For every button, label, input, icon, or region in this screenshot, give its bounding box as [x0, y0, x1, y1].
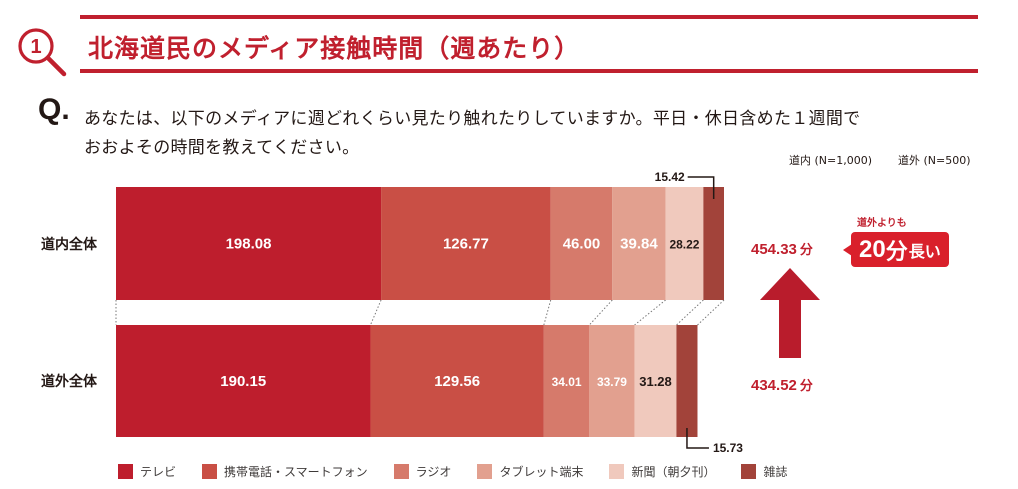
bar-value-label: 39.84 [620, 236, 658, 253]
bar-value-label: 34.01 [552, 375, 582, 389]
callout-line-inside [687, 176, 715, 199]
small-segment-callouts: 15.42 15.73 [655, 170, 744, 455]
legend-label: タブレット端末 [499, 465, 584, 479]
legend-swatch [477, 464, 493, 479]
difference-caption: 道外よりも [857, 218, 907, 229]
bar-value-label: 46.00 [563, 236, 601, 253]
bar-value-label: 126.77 [443, 236, 489, 253]
callout-label-inside: 15.42 [655, 170, 685, 184]
bar-segment [703, 187, 724, 300]
difference-suffix: 長い [908, 241, 941, 261]
bar-segment [612, 187, 666, 300]
sample-size-outside: 道外 (N=500) [898, 154, 971, 167]
bar-segment [676, 325, 698, 437]
legend-item: 新聞（朝夕刊） [609, 463, 715, 480]
legend-label: 携帯電話・スマートフォン [224, 465, 368, 479]
magnifier-number-icon: 1 [18, 28, 67, 77]
bar-segment [589, 325, 635, 437]
row-label-inside: 道内全体 [41, 237, 97, 253]
bar-segment [116, 187, 382, 300]
legend-label: 雑誌 [763, 465, 788, 479]
legend-item: 携帯電話・スマートフォン [202, 463, 368, 480]
bar-segment [543, 325, 590, 437]
total-outside-unit: 分 [799, 379, 813, 394]
total-inside: 454.33 分 [751, 239, 813, 258]
legend-item: テレビ [118, 463, 176, 480]
bar-value-label: 31.28 [639, 374, 672, 389]
bar-connectors [115, 299, 725, 326]
chart-legend: テレビ 携帯電話・スマートフォン ラジオ タブレット端末 新聞（朝夕刊） 雑誌 [118, 463, 813, 480]
connector-line [697, 299, 725, 326]
bar-value-label: 198.08 [226, 236, 272, 253]
legend-label: テレビ [140, 465, 177, 479]
connector-line [634, 299, 666, 326]
total-outside-value: 434.52 [751, 377, 797, 394]
bar-value-label: 129.56 [434, 373, 480, 390]
row-label-outside: 道外全体 [41, 374, 97, 390]
legend-label: 新聞（朝夕刊） [631, 465, 716, 479]
connector-line [676, 299, 704, 326]
bar-segment [370, 325, 544, 437]
total-inside-unit: 分 [799, 243, 813, 258]
legend-swatch [741, 464, 757, 479]
title-rule-top [80, 15, 978, 19]
up-arrow-icon [760, 268, 820, 358]
bar-segment [634, 325, 677, 437]
bar-segment [665, 187, 704, 300]
section-number: 1 [30, 36, 41, 58]
difference-value: 20 [859, 235, 886, 263]
legend-label: ラジオ [415, 465, 452, 479]
question-mark: Q. [38, 93, 70, 126]
bar-value-labels: 198.08 126.77 46.00 39.84 28.22 190.15 129.56 3… [220, 236, 700, 391]
legend-item: ラジオ [393, 463, 452, 480]
legend-item: タブレット端末 [477, 463, 583, 480]
legend-swatch [393, 464, 409, 479]
bar-segment [381, 187, 551, 300]
legend-swatch [118, 464, 133, 479]
bar-segment [550, 187, 613, 300]
page-title: 北海道民のメディア接触時間（週あたり） [88, 34, 581, 63]
bar-segments [116, 187, 724, 437]
legend-item: 雑誌 [741, 463, 787, 480]
question-line-1: あなたは、以下のメディアに週どれくらい見たり触れたりしていますか。平日・休日含め… [84, 109, 861, 129]
sample-size-inside: 道内 (N=1,000) [789, 154, 873, 167]
legend-swatch [609, 464, 625, 479]
callout-line-outside [686, 428, 709, 449]
question-line-2: おおよその時間を教えてください。 [84, 138, 360, 158]
bar-value-label: 190.15 [220, 373, 266, 390]
callout-label-outside: 15.73 [713, 441, 743, 455]
bar-value-label: 28.22 [669, 238, 699, 252]
connector-line [543, 299, 552, 326]
title-rule-bottom [80, 69, 978, 73]
connector-line [370, 299, 382, 326]
connector-line [588, 299, 613, 326]
difference-unit: 分 [885, 239, 908, 265]
total-outside: 434.52 分 [751, 375, 813, 394]
bar-value-label: 33.79 [597, 375, 627, 389]
total-inside-value: 454.33 [751, 241, 797, 258]
bar-segment [116, 325, 371, 437]
legend-swatch [202, 464, 218, 479]
difference-badge: 20 分長い [843, 232, 949, 267]
